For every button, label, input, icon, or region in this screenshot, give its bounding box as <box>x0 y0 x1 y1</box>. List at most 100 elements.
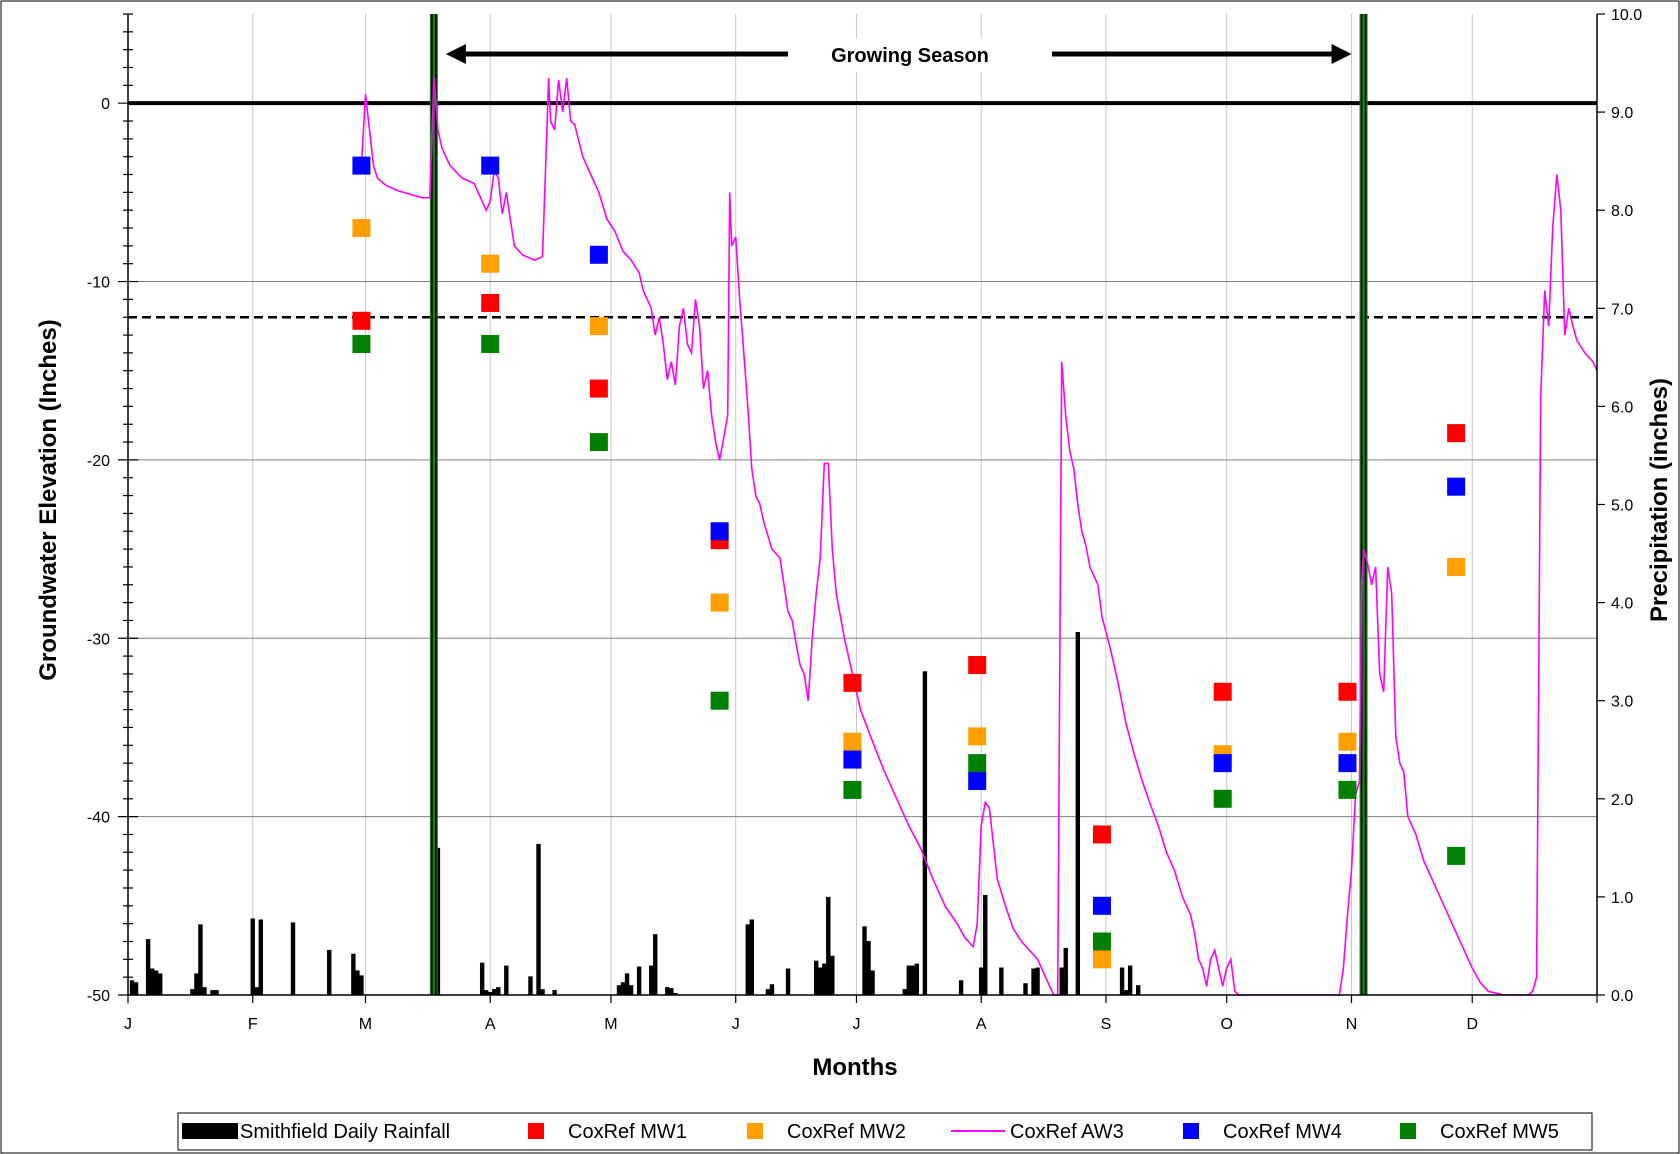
marker-coxref-mw4 <box>1447 477 1466 496</box>
aw3-line <box>356 76 1598 996</box>
y-axis-left-title: Groundwater Elevation (Inches) <box>35 319 62 680</box>
month-tick-label: A <box>976 1016 987 1033</box>
rainfall-bar <box>254 987 259 995</box>
marker-coxref-mw5 <box>352 334 371 353</box>
right-tick-label: 2.0 <box>1611 792 1633 809</box>
rainfall-bar <box>628 985 634 995</box>
rainfall-bar <box>745 924 750 995</box>
rainfall-bar <box>1075 632 1081 995</box>
rainfall-bar <box>649 965 654 995</box>
rainfall-bar <box>528 976 533 995</box>
marker-coxref-mw1 <box>1447 424 1466 443</box>
marker-coxref-mw4 <box>481 156 500 175</box>
marker-coxref-mw5 <box>481 334 500 353</box>
marker-coxref-mw1 <box>968 656 987 675</box>
rainfall-bar <box>922 671 928 995</box>
marker-coxref-mw5 <box>710 691 729 710</box>
rainfall-bar <box>149 968 155 995</box>
marker-coxref-mw2 <box>968 727 987 746</box>
left-tick-label: -40 <box>87 810 110 827</box>
rainfall-bar <box>552 990 557 995</box>
rainfall-bar <box>866 941 871 995</box>
growing-season-annotation: Growing Season <box>445 38 1352 72</box>
rainfall-bar <box>1031 968 1036 995</box>
rainfall-bar <box>958 980 964 995</box>
rainfall-bar <box>290 922 296 995</box>
right-tick-label: 3.0 <box>1611 694 1633 711</box>
legend-swatch-square <box>747 1123 763 1139</box>
marker-coxref-mw1 <box>481 293 500 312</box>
rainfall-bar <box>1063 947 1068 995</box>
right-tick-label: 7.0 <box>1611 301 1633 318</box>
rainfall-bar <box>653 934 658 995</box>
marker-coxref-mw1 <box>843 673 862 692</box>
marker-coxref-mw1 <box>589 379 608 398</box>
legend-label: CoxRef MW1 <box>568 1121 687 1143</box>
marker-coxref-mw5 <box>589 433 608 452</box>
marker-coxref-mw5 <box>1092 932 1111 951</box>
rainfall-bar <box>190 989 195 995</box>
legend-swatch-rainfall <box>182 1123 238 1139</box>
rainfall-bar <box>636 966 642 995</box>
right-tick-label: 5.0 <box>1611 498 1633 515</box>
legend-label: CoxRef MW5 <box>1440 1121 1559 1143</box>
reference-lines <box>128 101 1597 319</box>
legend-swatch-square <box>528 1123 544 1139</box>
rainfall-bar <box>488 992 493 995</box>
right-tick-label: 6.0 <box>1611 399 1633 416</box>
month-tick-label: F <box>248 1016 258 1033</box>
rainfall-bar <box>435 847 441 995</box>
marker-coxref-mw2 <box>1338 732 1357 751</box>
rainfall-bar <box>818 967 823 995</box>
marker-coxref-mw2 <box>589 317 608 336</box>
marker-coxref-mw5 <box>1338 780 1357 799</box>
rainfall-bar <box>327 949 332 995</box>
marker-coxref-mw1 <box>352 311 371 330</box>
season-boundary <box>429 14 438 995</box>
season-arrow-left-head <box>445 44 466 64</box>
rainfall-bar <box>1119 967 1125 995</box>
rainfall-bar <box>673 993 678 995</box>
rainfall-bar <box>492 989 497 995</box>
rainfall-bar <box>862 926 867 995</box>
rainfall-bar <box>258 919 264 995</box>
rainfall-bar <box>906 965 911 995</box>
rainfall-bar <box>765 989 771 995</box>
month-tick-label: O <box>1221 1016 1233 1033</box>
legend-label: CoxRef MW4 <box>1223 1121 1342 1143</box>
well-markers <box>352 156 1466 969</box>
left-tick-label: -20 <box>87 453 110 470</box>
rainfall-bar <box>1127 965 1133 995</box>
marker-coxref-mw2 <box>843 732 862 751</box>
rainfall-bar <box>133 982 139 995</box>
rainfall-bar <box>145 939 151 995</box>
growing-season-lines <box>429 14 1368 995</box>
rainfall-bars <box>129 632 1141 995</box>
marker-coxref-mw5 <box>1447 846 1466 865</box>
marker-coxref-mw1 <box>1338 682 1357 701</box>
rainfall-bar <box>250 918 255 995</box>
marker-coxref-mw4 <box>1338 754 1357 773</box>
marker-coxref-mw4 <box>1092 896 1111 915</box>
rainfall-bar <box>351 953 356 995</box>
axes: 0 -10 -20 -30 -40 -50 0.0 1.0 2.0 3.0 4.0 5.0 6.0 7.0… <box>87 7 1642 1033</box>
month-tick-label: N <box>1346 1016 1358 1033</box>
rainfall-bar <box>785 968 791 995</box>
rainfall-bar <box>153 970 159 995</box>
rainfall-bar <box>194 973 199 995</box>
rainfall-bar <box>1123 990 1129 995</box>
month-tick-label: A <box>485 1016 496 1033</box>
right-tick-label: 9.0 <box>1611 105 1633 122</box>
rainfall-bar <box>1035 967 1040 995</box>
marker-coxref-mw1 <box>1213 682 1232 701</box>
rainfall-bar <box>1023 983 1028 995</box>
rainfall-bar <box>198 924 203 995</box>
legend-box <box>177 1112 1593 1151</box>
rainfall-bar <box>665 987 670 995</box>
rainfall-bar <box>826 896 831 995</box>
rainfall-bar <box>902 989 907 995</box>
rainfall-bar <box>914 963 920 995</box>
rainfall-bar <box>1059 967 1064 995</box>
rainfall-bar <box>769 984 775 995</box>
